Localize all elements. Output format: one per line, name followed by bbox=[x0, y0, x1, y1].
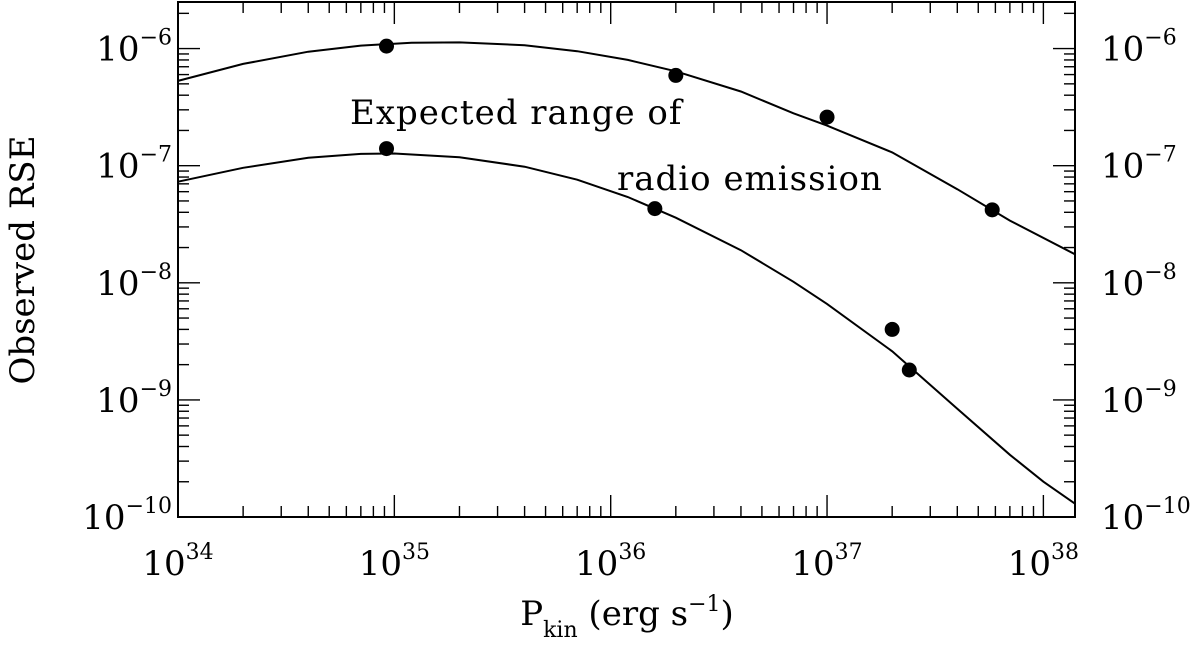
x-axis-label: Pkin (erg s−1) bbox=[520, 592, 734, 643]
x-tick-label: 1037 bbox=[791, 540, 862, 584]
y-tick-label-left: 10−6 bbox=[96, 26, 172, 70]
data-point bbox=[379, 38, 395, 54]
x-axis-label-main: P bbox=[520, 594, 543, 634]
tick-marks bbox=[177, 2, 1075, 518]
data-point bbox=[884, 321, 900, 337]
data-point bbox=[984, 202, 1000, 218]
fit-curve-lower bbox=[177, 152, 1076, 505]
y-tick-label-right: 10−7 bbox=[1101, 143, 1177, 187]
fit-curve-upper bbox=[177, 41, 1076, 256]
x-axis-label-subscript: kin bbox=[543, 618, 578, 643]
data-point bbox=[668, 67, 684, 83]
y-tick-label-right: 10−8 bbox=[1101, 260, 1177, 304]
x-axis-label-close: ) bbox=[721, 594, 734, 634]
y-tick-label-left: 10−10 bbox=[82, 494, 172, 538]
x-tick-label: 1036 bbox=[575, 540, 646, 584]
plot-frame bbox=[177, 1, 1076, 518]
x-tick-label: 1035 bbox=[359, 540, 430, 584]
data-point bbox=[901, 362, 917, 378]
y-tick-label-right: 10−6 bbox=[1101, 26, 1177, 70]
y-axis-label: Observed RSE bbox=[3, 135, 43, 384]
annotation-line-2: radio emission bbox=[617, 159, 883, 199]
data-point bbox=[379, 141, 395, 157]
tick-labels: 1034 1035 1036 1037 1038 10−10 10−10 10−9 10−9 10… bbox=[82, 26, 1190, 584]
x-tick-label: 1038 bbox=[1008, 540, 1079, 584]
y-tick-label-left: 10−8 bbox=[96, 260, 172, 304]
x-axis-label-exponent: −1 bbox=[688, 592, 720, 617]
data-point bbox=[819, 109, 835, 125]
y-tick-label-right: 10−10 bbox=[1101, 494, 1191, 538]
x-axis-label-unit: (erg s bbox=[578, 594, 688, 634]
y-tick-label-left: 10−7 bbox=[96, 143, 172, 187]
annotation-line-1: Expected range of bbox=[350, 93, 684, 133]
data-point bbox=[647, 201, 663, 217]
y-tick-label-right: 10−9 bbox=[1101, 377, 1177, 421]
x-tick-label: 1034 bbox=[142, 540, 213, 584]
data-points bbox=[379, 38, 1000, 378]
y-tick-label-left: 10−9 bbox=[96, 377, 172, 421]
